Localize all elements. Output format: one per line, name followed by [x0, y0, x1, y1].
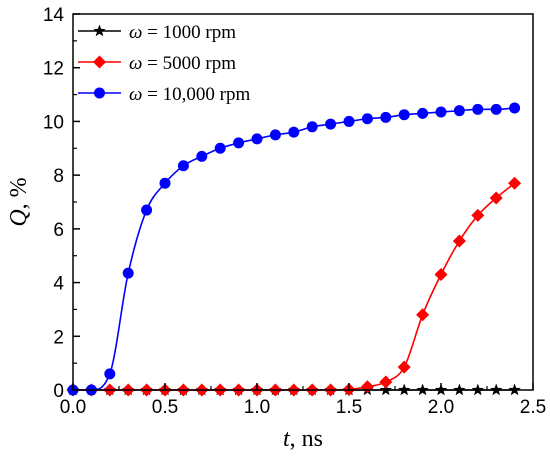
y-tick-label: 0: [53, 381, 64, 402]
data-point: [177, 160, 189, 172]
series-3: [67, 102, 521, 396]
x-axis-label-unit: , ns: [290, 426, 323, 452]
legend-label-rest: = 10,000 rpm: [142, 84, 250, 105]
x-tick-label: 0.5: [152, 397, 178, 418]
data-point: [453, 105, 465, 117]
data-point: [122, 267, 134, 279]
series-line: [73, 182, 516, 391]
data-point: [452, 234, 466, 248]
data-point: [434, 268, 448, 282]
tick-layer: 0.0 0.5 1.0 1.5 2.0 2.5 0 2 4 6 8 10 12 14: [43, 5, 546, 418]
data-point: [417, 107, 429, 119]
x-tick-label: 2.5: [520, 397, 546, 418]
y-tick-label: 6: [53, 220, 64, 241]
y-axis-label-var: Q: [6, 209, 32, 226]
legend-marker: [93, 55, 106, 69]
series-line: [73, 107, 515, 391]
series-2: [66, 176, 522, 397]
legend-label-var: ω: [129, 53, 142, 74]
data-point: [214, 142, 226, 154]
data-point: [343, 115, 355, 127]
x-axis-label-var: t: [283, 426, 291, 452]
data-point: [508, 176, 522, 190]
legend-label-var: ω: [129, 22, 142, 43]
legend-label: ω = 1000 rpm: [129, 22, 236, 43]
legend-entry: ω = 5000 rpm: [78, 53, 236, 74]
x-tick-label: 1.0: [244, 397, 270, 418]
y-axis-label: Q, %: [6, 177, 32, 226]
x-tick-label: 0.0: [60, 397, 86, 418]
y-tick-label: 10: [43, 112, 64, 133]
data-point: [416, 308, 430, 322]
y-tick-label: 14: [43, 5, 65, 26]
legend-label-rest: = 1000 rpm: [142, 22, 236, 43]
data-point: [472, 103, 484, 115]
legend-entry: ω = 1000 rpm: [78, 22, 236, 43]
data-point: [141, 204, 153, 216]
data-point: [360, 380, 374, 394]
data-point: [104, 368, 116, 380]
data-point: [288, 126, 300, 138]
data-point: [435, 106, 447, 118]
data-point: [489, 191, 503, 205]
legend-marker: [93, 24, 106, 37]
data-point: [196, 150, 208, 162]
data-point: [325, 118, 337, 130]
y-tick-label: 8: [53, 166, 64, 187]
data-point: [379, 375, 393, 389]
data-point: [159, 177, 171, 189]
legend-marker: [94, 87, 105, 99]
data-point: [509, 102, 521, 114]
data-point: [233, 137, 245, 149]
legend-entry: ω = 10,000 rpm: [78, 84, 250, 105]
data-point: [306, 121, 318, 133]
data-point: [490, 103, 502, 115]
data-point: [397, 360, 411, 374]
data-point: [471, 208, 485, 222]
x-tick-label: 1.5: [336, 397, 362, 418]
y-tick-label: 12: [43, 59, 64, 80]
x-axis-label: t, ns: [283, 426, 323, 452]
y-axis-label-unit: , %: [6, 177, 32, 209]
data-point: [361, 113, 373, 125]
legend-label: ω = 10,000 rpm: [129, 84, 250, 105]
data-point: [398, 109, 410, 121]
x-tick-label: 2.0: [428, 397, 454, 418]
legend-label-rest: = 5000 rpm: [142, 53, 236, 74]
y-tick-label: 4: [53, 274, 64, 295]
data-point: [251, 133, 263, 145]
legend-label-var: ω: [129, 84, 142, 105]
legend-label: ω = 5000 rpm: [129, 53, 236, 74]
series-layer: [66, 102, 522, 397]
data-point: [380, 111, 392, 123]
data-point: [269, 129, 281, 141]
y-tick-label: 2: [53, 327, 64, 348]
